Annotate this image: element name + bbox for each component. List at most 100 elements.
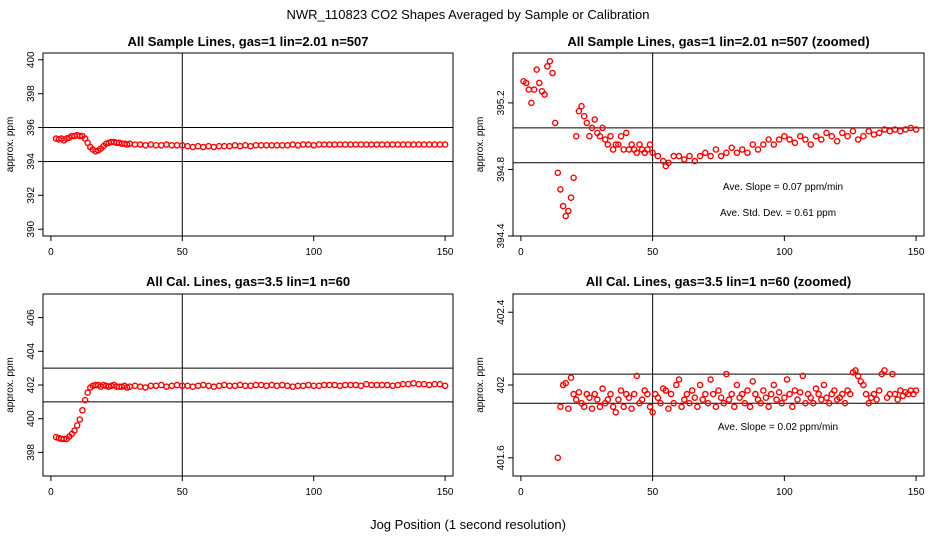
data-point xyxy=(720,399,728,407)
data-point xyxy=(696,152,704,160)
data-point xyxy=(633,149,641,157)
data-point xyxy=(628,141,635,148)
data-point xyxy=(131,141,139,148)
data-point xyxy=(157,141,165,149)
data-point xyxy=(812,385,820,392)
data-point xyxy=(557,186,564,193)
data-point xyxy=(554,454,562,462)
data-point xyxy=(378,141,386,148)
y-tick-label: 392 xyxy=(26,187,37,204)
data-point xyxy=(562,212,570,220)
data-point xyxy=(565,207,572,215)
data-point xyxy=(715,387,722,394)
data-point xyxy=(394,381,402,389)
data-point xyxy=(263,382,270,390)
data-point xyxy=(278,141,286,149)
data-point xyxy=(310,382,318,390)
data-point xyxy=(551,119,559,127)
y-tick-label: 402 xyxy=(496,376,507,393)
data-point xyxy=(760,141,767,148)
stat-annotation: Ave. Slope = 0.07 ppm/min xyxy=(723,182,843,193)
y-axis-label: approx. ppm xyxy=(5,117,16,173)
data-point xyxy=(189,383,197,391)
x-tick-label: 150 xyxy=(437,487,454,498)
data-point xyxy=(604,396,612,403)
data-point xyxy=(273,382,281,390)
data-point xyxy=(347,141,354,148)
data-point xyxy=(654,152,662,160)
data-point xyxy=(389,141,396,148)
data-point xyxy=(352,381,360,389)
data-point xyxy=(404,141,412,148)
data-point xyxy=(71,427,78,434)
data-point xyxy=(744,149,751,157)
data-point xyxy=(168,382,176,390)
data-point xyxy=(802,399,809,407)
x-tick-label: 0 xyxy=(518,247,524,258)
data-point xyxy=(315,141,323,148)
data-point xyxy=(284,382,291,390)
data-point xyxy=(757,399,765,407)
data-point xyxy=(667,390,675,398)
data-point xyxy=(786,390,793,398)
panel-title: All Cal. Lines, gas=3.5 lin=1 n=60 xyxy=(146,274,350,289)
data-point xyxy=(723,370,730,378)
data-point xyxy=(572,396,580,403)
data-point xyxy=(670,399,678,407)
data-point xyxy=(247,142,254,150)
data-point xyxy=(242,141,249,149)
data-point xyxy=(76,132,84,140)
y-tick-label: 396 xyxy=(26,119,37,136)
data-point xyxy=(410,141,417,148)
data-point xyxy=(572,132,580,140)
data-point xyxy=(263,141,270,149)
data-point xyxy=(331,141,339,148)
data-point xyxy=(823,394,830,402)
x-tick-label: 50 xyxy=(647,487,659,498)
x-tick-label: 100 xyxy=(305,247,322,258)
data-point xyxy=(410,379,417,387)
data-point xyxy=(336,382,344,390)
data-point xyxy=(841,399,849,407)
data-point xyxy=(436,380,444,388)
data-point xyxy=(686,152,693,160)
data-point xyxy=(712,146,720,153)
data-point xyxy=(620,403,628,411)
data-point xyxy=(436,141,444,148)
data-point xyxy=(157,381,165,389)
data-point xyxy=(636,141,643,148)
data-point xyxy=(168,141,176,149)
data-point xyxy=(738,146,746,153)
data-point xyxy=(807,141,815,148)
y-tick-label: 398 xyxy=(26,85,37,102)
y-tick-label: 394 xyxy=(26,153,37,170)
data-point xyxy=(60,435,68,443)
data-point xyxy=(770,381,778,389)
data-point xyxy=(210,383,218,391)
data-point xyxy=(173,141,181,149)
data-point xyxy=(305,141,312,148)
y-axis-label: approx. ppm xyxy=(475,357,486,413)
data-point xyxy=(644,146,651,153)
data-point xyxy=(852,367,859,374)
data-point xyxy=(810,399,817,407)
data-point xyxy=(749,378,757,385)
data-point xyxy=(862,390,870,398)
data-point xyxy=(670,152,678,160)
data-point xyxy=(588,405,596,413)
data-point xyxy=(147,141,155,148)
data-point xyxy=(147,382,155,390)
data-point xyxy=(699,396,707,403)
data-point xyxy=(612,408,620,416)
data-point xyxy=(81,396,89,404)
data-point xyxy=(839,390,846,398)
data-point xyxy=(615,396,622,403)
x-tick-label: 100 xyxy=(305,487,322,498)
data-point xyxy=(425,141,433,148)
data-point xyxy=(828,132,836,140)
data-point xyxy=(678,403,685,411)
data-point xyxy=(341,141,349,148)
data-point xyxy=(163,383,170,391)
data-point xyxy=(860,132,867,140)
data-point xyxy=(741,399,749,407)
